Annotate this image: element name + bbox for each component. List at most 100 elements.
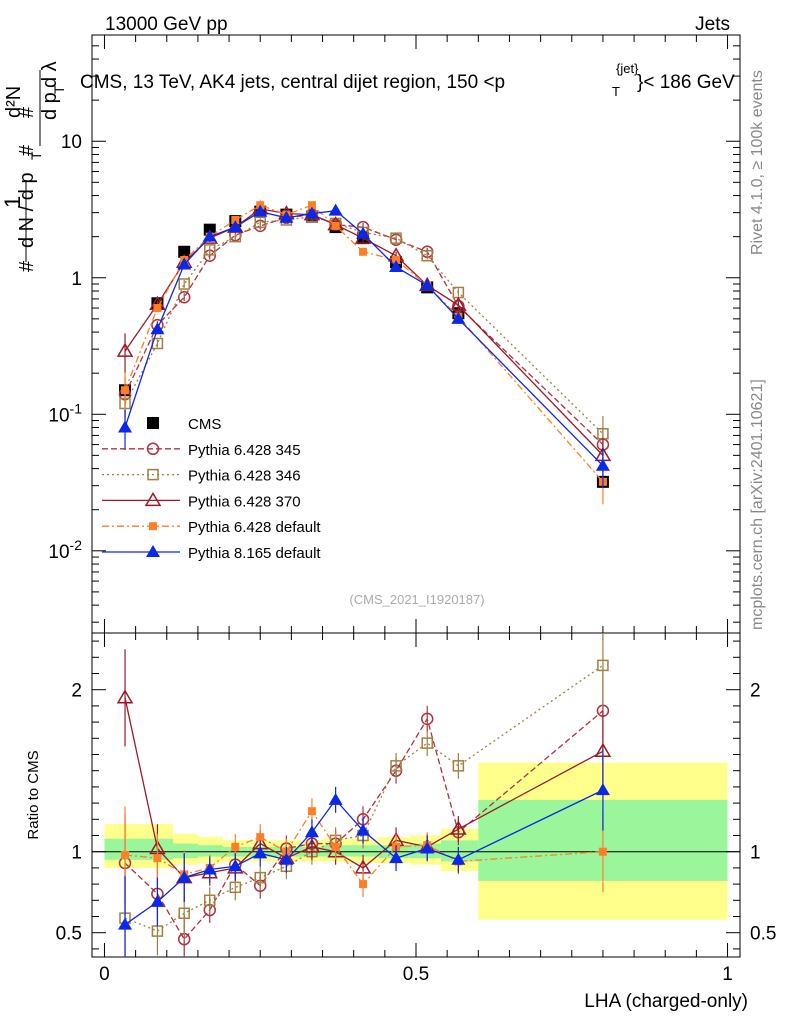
ratio-point-pythia-8-165-default [595, 783, 610, 796]
main-ytick-label: 1 [71, 269, 82, 290]
legend-marker-pythia-6-428-370 [144, 491, 162, 507]
ratio-point-pythia-6-428-370 [116, 689, 134, 704]
ratio-point-pythia-8-165-default [420, 841, 435, 854]
ratio-point-pythia-6-428-370 [303, 838, 321, 853]
ratio-point-pythia-6-428-default [256, 833, 265, 842]
line-pythia-8-165-default [124, 209, 604, 467]
legend: CMS Pythia 6.428 345 Pythia 6.428 346 Pythi… [102, 416, 321, 562]
analysis-watermark: (CMS_2021_I1920187) [349, 592, 484, 607]
point-cms [178, 245, 191, 258]
band-green-2 [197, 845, 223, 857]
x-axis-label: LHA (charged-only) [584, 991, 748, 1012]
point-pythia-8-165-default [595, 458, 610, 471]
svg-text:T: T [612, 84, 620, 99]
y-axis-label-main: # d N / d p T 1 # d p T d λ d²N # [0, 61, 67, 272]
ratio-point-pythia-6-428-346 [229, 881, 242, 894]
point-pythia-8-165-default [304, 206, 319, 219]
svg-text:T: T [51, 85, 67, 94]
main-ytick-label: 10-1 [48, 400, 82, 426]
svg-text:1: 1 [0, 196, 25, 208]
ratio-uncertainty-bands [92, 762, 740, 920]
ratio-point-pythia-8-165-default [389, 851, 404, 864]
ratio-point-pythia-8-165-default [118, 917, 133, 930]
header-left: 13000 GeV pp [105, 14, 228, 35]
ratio-line-pythia-6-428-default [124, 810, 603, 886]
svg-text:d²N: d²N [3, 86, 25, 118]
band-green-8 [347, 845, 379, 857]
point-pythia-6-428-default [121, 386, 130, 395]
ratio-point-pythia-6-428-346 [178, 907, 190, 920]
legend-marker-cms [147, 417, 159, 429]
ratio-point-pythia-6-428-default [121, 850, 130, 859]
point-pythia-6-428-346 [178, 278, 190, 290]
ratio-point-pythia-6-428-default [153, 854, 162, 863]
main-ytick-label: 10 [61, 132, 82, 153]
legend-label-pythia-6-428-346: Pythia 6.428 346 [188, 468, 301, 485]
point-pythia-6-428-345 [177, 290, 191, 304]
ratio-point-pythia-8-165-default [202, 862, 217, 875]
main-plot-frame [91, 34, 741, 634]
point-pythia-8-165-default [356, 226, 371, 239]
svg-text:CMS, 13 TeV, AK4 jets, central: CMS, 13 TeV, AK4 jets, central dijet reg… [80, 72, 505, 93]
main-title: CMS, 13 TeV, AK4 jets, central dijet reg… [80, 61, 735, 99]
band-green-11 [440, 840, 479, 862]
ratio-ytick-label-left: 1 [71, 843, 82, 864]
ratio-point-pythia-6-428-346 [204, 894, 216, 907]
point-pythia-8-165-default [328, 203, 343, 216]
legend-marker-pythia-8-165-default [146, 545, 160, 557]
legend-marker-pythia-6-428-346 [147, 468, 159, 481]
point-pythia-8-165-default [118, 420, 133, 433]
legend-label-pythia-6-428-345: Pythia 6.428 345 [188, 442, 301, 459]
ratio-series-pythia-8-165-default [118, 749, 610, 957]
ratio-point-pythia-6-428-345 [420, 712, 434, 726]
ratio-point-pythia-6-428-346 [452, 760, 465, 772]
point-pythia-8-165-default [389, 259, 404, 272]
header-right: Jets [695, 14, 730, 35]
point-pythia-8-165-default [420, 278, 435, 291]
xtick-label: 0.5 [403, 964, 429, 985]
ratio-point-pythia-8-165-default [279, 852, 294, 865]
band-green-7 [322, 845, 348, 857]
line-pythia-6-428-370 [124, 208, 604, 456]
point-pythia-8-165-default [451, 311, 466, 324]
series-pythia-8-165-default [118, 203, 610, 489]
svg-text:T: T [28, 151, 44, 160]
svg-text:d p: d p [39, 92, 61, 120]
legend-label-pythia-8-165-default: Pythia 8.165 default [188, 545, 321, 562]
svg-text:#: # [16, 260, 38, 272]
ratio-point-pythia-8-165-default [228, 859, 243, 872]
ratio-point-pythia-6-428-default [598, 847, 607, 856]
point-pythia-8-165-default [279, 210, 294, 223]
y-axis-label-ratio: Ratio to CMS [25, 750, 42, 839]
point-pythia-6-428-346 [204, 244, 216, 256]
ratio-axes: 0.5 0.5 1 1 2 2 0 0.5 1 [56, 633, 776, 985]
main-series [116, 200, 612, 505]
legend-label-pythia-6-428-370: Pythia 6.428 370 [188, 493, 301, 510]
side-rivet: Rivet 4.1.0, ≥ 100k events [749, 70, 766, 255]
ratio-point-pythia-8-165-default [356, 823, 371, 836]
svg-text:d N / d p: d N / d p [16, 172, 38, 248]
point-pythia-6-428-default [231, 215, 240, 224]
series-pythia-6-428-370 [116, 200, 612, 478]
point-pythia-6-428-370 [450, 296, 467, 311]
point-pythia-8-165-default [202, 229, 217, 242]
ratio-point-pythia-8-165-default [304, 825, 319, 838]
ratio-point-pythia-6-428-default [231, 842, 240, 851]
legend-label-pythia-6-428-default: Pythia 6.428 default [188, 519, 321, 536]
ratio-point-pythia-8-165-default [253, 846, 268, 859]
ratio-point-pythia-6-428-346 [254, 871, 266, 884]
point-pythia-6-428-default [359, 247, 368, 256]
main-ytick-label: 10-2 [48, 537, 82, 563]
ratio-point-pythia-8-165-default [150, 894, 165, 907]
line-pythia-6-428-default [124, 204, 604, 483]
xtick-label: 0 [99, 964, 110, 985]
point-pythia-6-428-346 [421, 249, 433, 262]
point-pythia-8-165-default [253, 204, 268, 217]
point-pythia-6-428-default [331, 221, 340, 230]
ratio-point-pythia-6-428-default [359, 880, 368, 889]
main-axes: 10-2 10-1 1 10 [48, 34, 740, 633]
ratio-point-pythia-6-428-346 [390, 760, 402, 772]
point-pythia-6-428-346 [254, 216, 266, 229]
legend-marker-pythia-6-428-345 [146, 442, 160, 456]
